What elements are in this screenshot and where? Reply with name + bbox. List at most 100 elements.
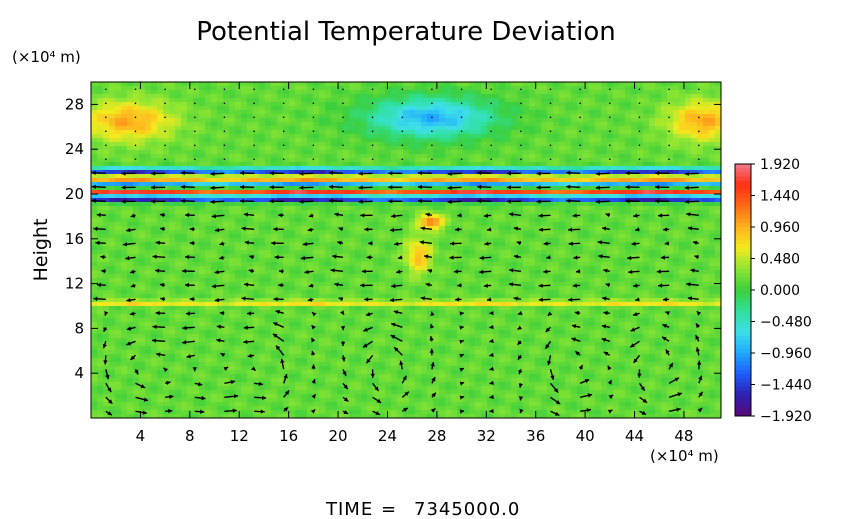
heatmap-cell xyxy=(97,82,104,87)
heatmap-cell xyxy=(577,250,584,255)
heatmap-cell xyxy=(595,242,602,247)
heatmap-cell xyxy=(715,210,721,215)
heatmap-cell xyxy=(199,102,206,107)
heatmap-cell xyxy=(685,138,692,143)
heatmap-cell xyxy=(709,170,716,175)
heatmap-cell xyxy=(361,254,368,259)
heatmap-cell xyxy=(379,178,386,183)
heatmap-cell xyxy=(631,234,638,239)
heatmap-cell xyxy=(193,150,200,155)
heatmap-cell xyxy=(643,210,650,215)
heatmap-cell xyxy=(373,170,380,175)
heatmap-cell xyxy=(715,266,721,271)
heatmap-cell xyxy=(499,170,506,175)
heatmap-cell xyxy=(691,122,698,127)
heatmap-cell xyxy=(679,198,686,203)
heatmap-cell xyxy=(631,186,638,191)
heatmap-cell xyxy=(313,262,320,267)
heatmap-cell xyxy=(373,210,380,215)
heatmap-cell xyxy=(613,126,620,131)
heatmap-cell xyxy=(151,210,158,215)
heatmap-cell xyxy=(241,118,248,123)
heatmap-cell xyxy=(349,186,356,191)
heatmap-cell xyxy=(169,90,176,95)
heatmap-cell xyxy=(355,158,362,163)
heatmap-cell xyxy=(625,262,632,267)
heatmap-cell xyxy=(589,206,596,211)
heatmap-cell xyxy=(115,98,122,103)
heatmap-cell xyxy=(325,154,332,159)
heatmap-cell xyxy=(133,138,140,143)
heatmap-cell xyxy=(457,170,464,175)
heatmap-cell xyxy=(487,146,494,151)
heatmap-cell xyxy=(187,106,194,111)
heatmap-cell xyxy=(547,146,554,151)
heatmap-cell xyxy=(199,234,206,239)
heatmap-cell xyxy=(697,154,704,159)
heatmap-cell xyxy=(427,122,434,127)
heatmap-cell xyxy=(127,222,134,227)
heatmap-cell xyxy=(661,198,668,203)
heatmap-cell xyxy=(403,82,410,87)
heatmap-cell xyxy=(421,150,428,155)
heatmap-cell xyxy=(625,98,632,103)
heatmap-cell xyxy=(625,150,632,155)
heatmap-cell xyxy=(295,226,302,231)
heatmap-cell xyxy=(691,150,698,155)
heatmap-cell xyxy=(415,238,422,243)
heatmap-cell xyxy=(679,114,686,119)
heatmap-cell xyxy=(679,106,686,111)
heatmap-cell xyxy=(649,246,656,251)
heatmap-cell xyxy=(643,142,650,147)
heatmap-cell xyxy=(523,82,530,87)
heatmap-cell xyxy=(709,146,716,151)
heatmap-cell xyxy=(289,178,296,183)
heatmap-cell xyxy=(649,202,656,207)
heatmap-cell xyxy=(361,202,368,207)
heatmap-cell xyxy=(661,86,668,91)
heatmap-cell xyxy=(661,222,668,227)
heatmap-cell xyxy=(151,202,158,207)
heatmap-cell xyxy=(469,174,476,179)
heatmap-cell xyxy=(325,94,332,99)
heatmap-cell xyxy=(223,118,230,123)
heatmap-cell xyxy=(193,170,200,175)
heatmap-cell xyxy=(133,194,140,199)
heatmap-cell xyxy=(511,222,518,227)
heatmap-cell xyxy=(415,82,422,87)
heatmap-cell xyxy=(415,266,422,271)
heatmap-cell xyxy=(103,222,110,227)
heatmap-cell xyxy=(667,102,674,107)
heatmap-cell xyxy=(547,210,554,215)
heatmap-cell xyxy=(655,202,662,207)
heatmap-cell xyxy=(385,90,392,95)
heatmap-cell xyxy=(331,122,338,127)
heatmap-cell xyxy=(289,118,296,123)
heatmap-cell xyxy=(415,162,422,167)
heatmap-cell xyxy=(127,162,134,167)
heatmap-cell xyxy=(517,142,524,147)
heatmap-cell xyxy=(97,230,104,235)
heatmap-cell xyxy=(349,254,356,259)
heatmap-cell xyxy=(373,214,380,219)
heatmap-cell xyxy=(97,110,104,115)
heatmap-cell xyxy=(115,86,122,91)
heatmap-cell xyxy=(337,106,344,111)
heatmap-cell xyxy=(337,170,344,175)
heatmap-cell xyxy=(613,178,620,183)
heatmap-cell xyxy=(469,110,476,115)
heatmap-cell xyxy=(667,222,674,227)
heatmap-cell xyxy=(559,146,566,151)
heatmap-cell xyxy=(193,234,200,239)
heatmap-cell xyxy=(445,114,452,119)
heatmap-cell xyxy=(397,86,404,91)
heatmap-cell xyxy=(613,150,620,155)
heatmap-cell xyxy=(325,186,332,191)
heatmap-cell xyxy=(259,186,266,191)
heatmap-cell xyxy=(223,162,230,167)
heatmap-cell xyxy=(313,130,320,135)
heatmap-cell xyxy=(91,210,98,215)
heatmap-cell xyxy=(667,150,674,155)
heatmap-cell xyxy=(199,154,206,159)
heatmap-cell xyxy=(403,222,410,227)
